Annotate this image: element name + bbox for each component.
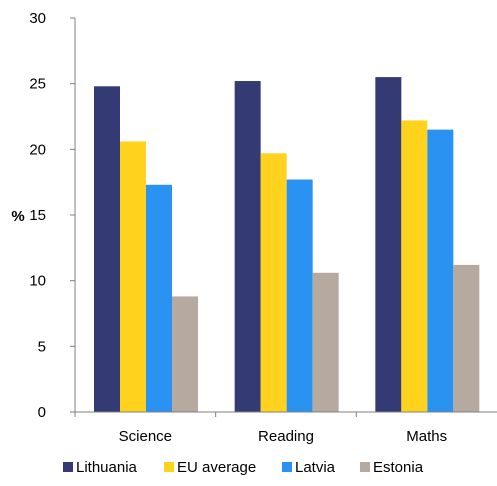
bar-latvia-reading [286, 179, 313, 412]
x-tick-label: Reading [258, 428, 314, 445]
y-tick-label: 5 [38, 338, 46, 355]
legend-label: Lithuania [76, 459, 138, 476]
legend-item-latvia: Latvia [282, 459, 336, 476]
legend-swatch [282, 462, 292, 472]
y-tick-label: 10 [29, 273, 46, 290]
bar-latvia-science [146, 184, 172, 412]
x-axis: Science Reading Maths [74, 411, 497, 445]
bar-latvia-maths [427, 129, 454, 412]
legend-swatch [164, 462, 174, 472]
legend-item-estonia: Estonia [360, 459, 424, 476]
x-tick-label: Science [119, 428, 172, 445]
legend: Lithuania EU average Latvia Estonia [63, 459, 424, 476]
y-axis: 0 5 10 15 20 25 30 [29, 10, 76, 421]
bar-lithuania-reading [234, 81, 261, 412]
legend-swatch [63, 462, 73, 472]
legend-label: Estonia [373, 459, 424, 476]
legend-label: EU average [177, 459, 256, 476]
bar-lithuania-science [94, 86, 120, 412]
bar-estonia-science [172, 296, 198, 412]
bar-eu-average-maths [401, 120, 428, 412]
bar-eu-average-science [120, 141, 146, 412]
bar-estonia-reading [312, 272, 339, 412]
y-tick-label: 0 [38, 404, 46, 421]
legend-item-eu-average: EU average [164, 459, 256, 476]
x-tick-label: Maths [406, 428, 447, 445]
legend-swatch [360, 462, 370, 472]
bar-estonia-maths [453, 264, 480, 412]
bar-eu-average-reading [260, 153, 287, 413]
y-tick-label: 25 [29, 76, 46, 93]
bar-lithuania-maths [375, 77, 402, 412]
y-tick-label: 30 [29, 10, 46, 27]
y-axis-label: % [11, 208, 24, 225]
bars [94, 77, 480, 413]
legend-item-lithuania: Lithuania [63, 459, 138, 476]
y-tick-label: 15 [29, 207, 46, 224]
y-tick-label: 20 [29, 141, 46, 158]
legend-label: Latvia [295, 459, 336, 476]
